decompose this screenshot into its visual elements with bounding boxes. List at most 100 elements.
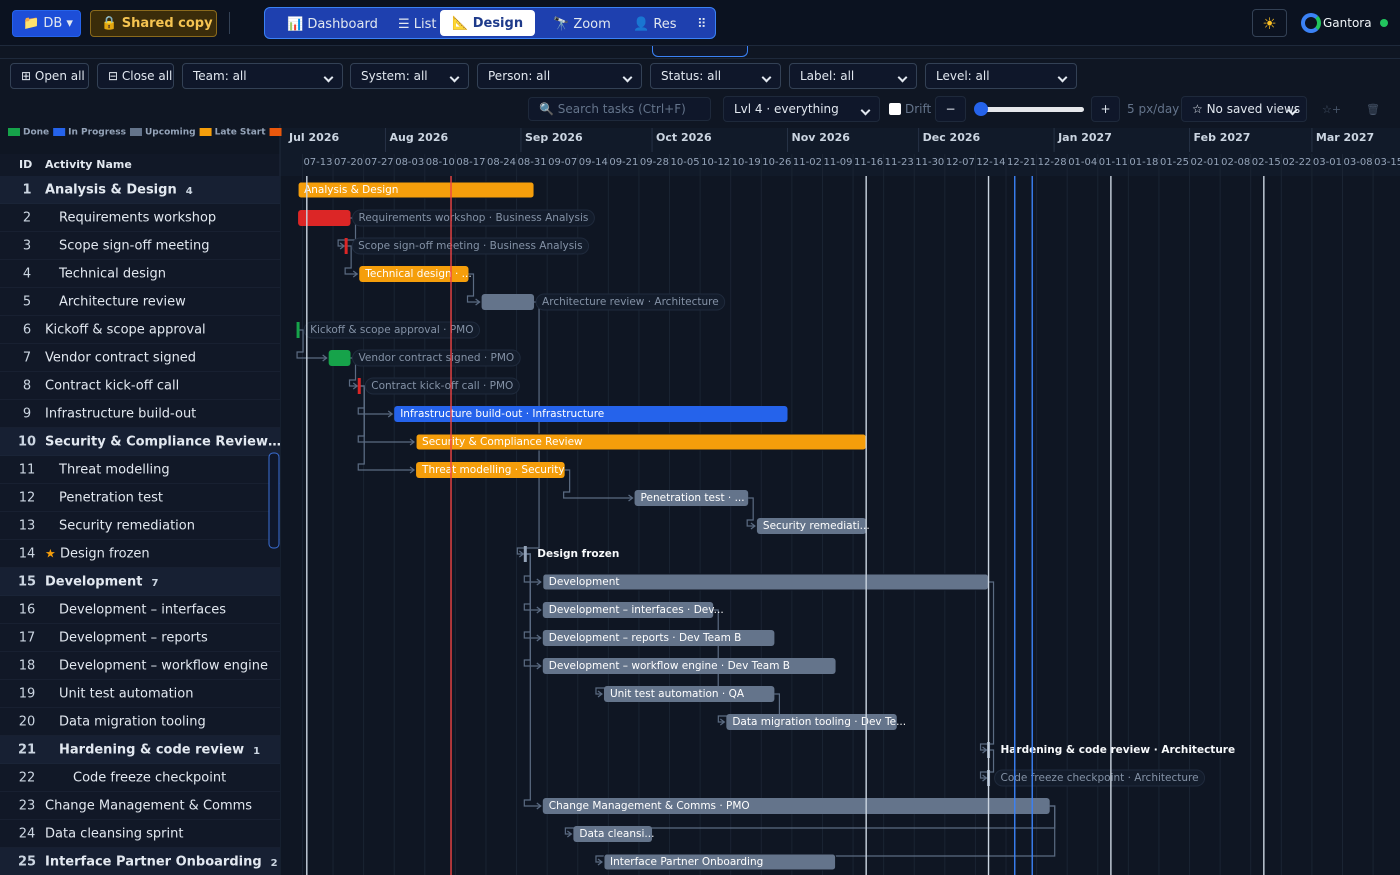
row-icon: ★ <box>45 547 56 561</box>
dependency-arrow <box>597 690 603 698</box>
row-name: Architecture review <box>59 295 186 310</box>
status-dot <box>1380 19 1388 27</box>
task-bar <box>359 266 469 282</box>
saved-views-select[interactable]: ☆ No saved views <box>1181 96 1307 122</box>
week-label: 07-20 <box>334 157 363 168</box>
row-id: 6 <box>23 323 31 338</box>
week-label: 09-28 <box>640 157 669 168</box>
week-label: 01-11 <box>1099 157 1128 168</box>
task-bar <box>328 350 351 366</box>
drift-checkbox[interactable] <box>889 103 901 115</box>
row-id: 5 <box>23 295 31 310</box>
row-name: Analysis & Design <box>45 183 177 198</box>
row-bg <box>0 288 280 316</box>
month-label: Oct 2026 <box>656 131 712 144</box>
row-name: Development <box>45 575 142 590</box>
level-select[interactable]: Lvl 4 · everything <box>723 96 880 122</box>
row-id: 10 <box>18 435 36 450</box>
filter-select[interactable]: Team: all <box>182 63 343 89</box>
filter-select[interactable]: Status: all <box>650 63 781 89</box>
month-label: Feb 2027 <box>1194 131 1251 144</box>
week-label: 03-08 <box>1344 157 1373 168</box>
shared-copy-button[interactable]: 🔒 Shared copy <box>90 10 217 37</box>
week-label: 11-30 <box>915 157 944 168</box>
save-view-button[interactable]: ☆+ <box>1322 102 1342 116</box>
delete-view-button[interactable]: 🗑 <box>1366 102 1380 116</box>
week-label: 02-01 <box>1191 157 1220 168</box>
row-count: 7 <box>151 578 158 589</box>
bar-label: Code freeze checkpoint · Architecture <box>1001 772 1199 784</box>
zoom-slider[interactable] <box>980 107 1084 112</box>
zoom-out-button[interactable]: − <box>935 96 966 122</box>
row-bg <box>0 456 280 484</box>
nav-tab[interactable]: ⠿ <box>697 16 707 32</box>
open-all-button[interactable]: ⊞ Open all <box>10 63 89 89</box>
milestone <box>296 322 300 338</box>
legend-swatch <box>8 128 20 136</box>
nav-tab[interactable]: ☰ List <box>398 16 437 32</box>
close-all-button[interactable]: ⊟ Close all <box>97 63 174 89</box>
task-bar <box>542 658 836 674</box>
week-label: 11-16 <box>854 157 883 168</box>
task-bar <box>573 826 653 842</box>
row-name: Data cleansing sprint <box>45 827 183 842</box>
legend-swatch <box>199 128 212 136</box>
filter-select[interactable]: Person: all <box>477 63 642 89</box>
drift-label: Drift <box>905 102 932 116</box>
task-bar <box>726 714 897 730</box>
milestone <box>344 238 348 254</box>
panel-collapse-handle[interactable] <box>268 452 280 549</box>
divider <box>0 58 1400 59</box>
task-bar <box>298 210 351 226</box>
month-label: Sep 2026 <box>525 131 583 144</box>
row-bg <box>0 512 280 540</box>
week-label: 03-01 <box>1313 157 1342 168</box>
timeline-header <box>280 128 1400 176</box>
bar-label: Architecture review · Architecture <box>542 296 719 308</box>
row-count: 2 <box>271 858 278 869</box>
row-id: 13 <box>19 519 36 534</box>
week-label: 11-02 <box>793 157 822 168</box>
milestone <box>523 546 527 562</box>
row-id: 8 <box>23 379 31 394</box>
tab-group: 📊 Dashboard ☰ List 📐 Design 🔭 Zoom 👤 Res ⠿ <box>264 7 716 39</box>
dependency-arrow <box>982 774 988 782</box>
bar-label: Requirements workshop · Business Analysi… <box>359 212 589 224</box>
dependency-arrow <box>982 746 988 754</box>
dependency-link <box>466 273 480 303</box>
bar-label: Penetration test · ... <box>641 492 745 504</box>
row-name: Infrastructure build-out <box>45 407 196 422</box>
nav-tab[interactable]: 🔭 Zoom <box>553 16 611 32</box>
filter-select[interactable]: Label: all <box>789 63 917 89</box>
dependency-arrow <box>597 858 603 866</box>
zoom-in-button[interactable]: + <box>1091 96 1120 122</box>
row-id: 25 <box>18 855 36 870</box>
week-label: 01-18 <box>1129 157 1158 168</box>
week-label: 01-04 <box>1068 157 1097 168</box>
label-box <box>352 209 595 227</box>
theme-toggle[interactable]: ☀ <box>1252 9 1287 37</box>
dependency-link <box>357 385 415 471</box>
nav-tab[interactable]: 📊 Dashboard <box>287 16 378 32</box>
zoom-slider-thumb[interactable] <box>974 102 988 116</box>
task-bar <box>603 686 775 702</box>
week-label: 08-24 <box>487 157 516 168</box>
row-id: 2 <box>23 211 31 226</box>
label-box <box>352 349 521 367</box>
summary-bar <box>603 853 837 871</box>
label-box <box>535 293 726 311</box>
filter-select[interactable]: System: all <box>350 63 469 89</box>
drawer-tab[interactable] <box>652 46 748 57</box>
dependency-link <box>563 469 633 499</box>
bar-label: Design frozen <box>537 548 619 560</box>
row-id: 16 <box>19 603 36 618</box>
week-label: 10-19 <box>732 157 761 168</box>
db-button[interactable]: 📁 DB ▾ <box>12 10 81 37</box>
week-label: 12-28 <box>1038 157 1067 168</box>
legend-swatch <box>269 128 282 136</box>
search-input[interactable]: 🔍 Search tasks (Ctrl+F) <box>528 97 711 121</box>
nav-tab[interactable]: 📐 Design <box>440 10 536 36</box>
nav-tab[interactable]: 👤 Res <box>633 16 677 32</box>
dependency-arrow <box>536 662 542 670</box>
filter-select[interactable]: Level: all <box>925 63 1077 89</box>
